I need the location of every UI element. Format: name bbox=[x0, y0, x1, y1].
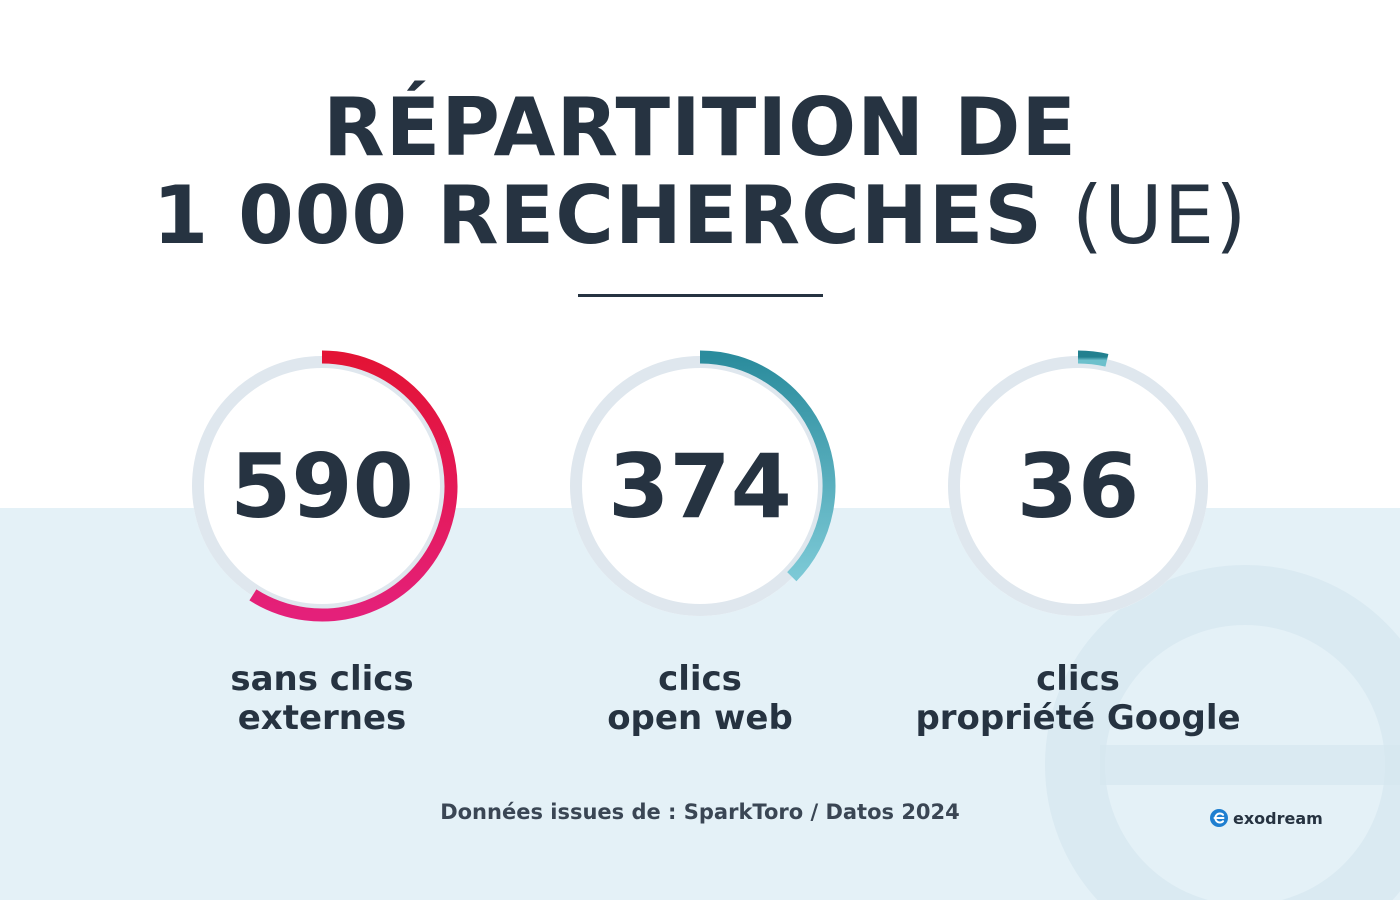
ring-inner-1 bbox=[583, 369, 817, 603]
ring-label-1: clics open web bbox=[500, 660, 900, 738]
exodream-logo-icon bbox=[1210, 809, 1228, 827]
ring-label-2-line-1: clics bbox=[1036, 659, 1120, 699]
title-line-2: 1 000 RECHERCHES (UE) bbox=[0, 176, 1400, 256]
ring-value-1: 374 bbox=[608, 435, 792, 538]
brand-logo: exodream bbox=[1210, 806, 1323, 830]
ring-label-0-line-2: externes bbox=[237, 698, 407, 738]
ring-progress-1 bbox=[699, 350, 836, 582]
ring-value-0: 590 bbox=[230, 435, 414, 538]
title-suffix: (UE) bbox=[1071, 169, 1248, 262]
ring-inner-2 bbox=[961, 369, 1195, 603]
title-divider bbox=[578, 294, 823, 297]
ring-inner-0 bbox=[205, 369, 439, 603]
ring-label-2: clics propriété Google bbox=[878, 660, 1278, 738]
brand-name: exodream bbox=[1233, 808, 1323, 828]
ring-label-1-line-2: open web bbox=[607, 698, 793, 738]
ring-value-2: 36 bbox=[1017, 435, 1139, 538]
ring-label-0-line-1: sans clics bbox=[230, 659, 414, 699]
title-line-1: RÉPARTITION DE bbox=[323, 81, 1077, 174]
title-line-2-main: 1 000 RECHERCHES bbox=[152, 169, 1044, 262]
ring-progress-0 bbox=[249, 350, 458, 622]
ring-label-2-line-2: propriété Google bbox=[915, 698, 1241, 738]
source-note: Données issues de : SparkToro / Datos 20… bbox=[440, 800, 960, 824]
ring-label-0: sans clics externes bbox=[122, 660, 522, 738]
ring-progress-2 bbox=[1077, 350, 1109, 367]
ring-label-1-line-1: clics bbox=[658, 659, 742, 699]
